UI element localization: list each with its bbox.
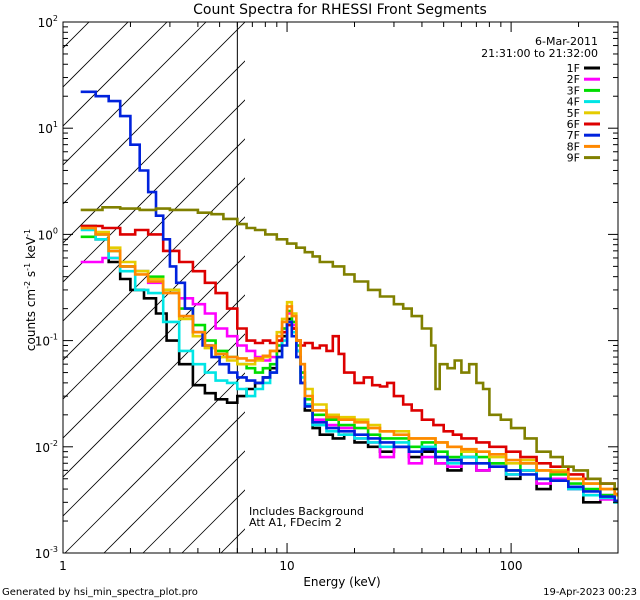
hatch-line [63,255,245,439]
hatch-line [63,333,245,517]
hatch-line [63,22,245,205]
plot-frame [62,21,619,554]
y-tick-label: 10-3 [35,545,58,561]
series-line-6F [80,224,618,491]
series-layer [80,90,618,504]
chart-time-range: 21:31:00 to 21:32:00 [481,47,598,60]
legend-label-5F: 5F [567,107,580,120]
hatch-line [0,0,119,553]
hatch-line [63,99,245,283]
hatch-line [0,0,2,553]
y-tick-label: 101 [38,120,58,136]
footer-right: 19-Apr-2023 00:23 [543,587,637,598]
chart-date: 6-Mar-2011 [535,35,598,48]
series-line-7F [80,90,618,503]
series-line-4F [80,228,618,504]
hatch-line [63,216,245,400]
hatch-line [63,294,245,478]
y-tick-label: 10-2 [35,439,58,455]
hatch-line [142,450,245,553]
hatch-line [63,22,207,166]
y-tick-labels: 10-3 10-2 10-1 100 101 102 [35,14,58,561]
legend-label-3F: 3F [567,84,580,97]
chart-title: Count Spectra for RHESSI Front Segments [193,2,487,18]
y-axis-label: counts cm-2 s-1 keV-1 [23,229,38,351]
y-tick-label: 102 [38,14,58,30]
x-tick-label: 1 [59,559,67,573]
legend-label-4F: 4F [567,96,580,109]
legend-label-7F: 7F [567,129,580,142]
y-tick-label: 10-1 [35,333,58,349]
hatch-line [64,372,245,553]
legend-label-8F: 8F [567,140,580,153]
series-line-8F [80,226,618,496]
annotation-background: Includes Background [249,505,364,518]
legend-label-2F: 2F [567,73,580,86]
legend-label-1F: 1F [567,62,580,75]
annotation-attenuator: Att A1, FDecim 2 [249,516,342,529]
legend-label-6F: 6F [567,118,580,131]
legend-label-9F: 9F [567,152,580,165]
series-line-1F [80,224,618,504]
footer-left: Generated by hsi_min_spectra_plot.pro [2,587,198,598]
hatch-line [63,22,168,127]
series-line-5F [80,226,618,497]
y-tick-label: 100 [38,226,58,242]
axis-ticks [62,22,619,554]
x-axis-label: Energy (keV) [303,575,380,589]
x-tick-labels: 1 10 100 [59,559,522,573]
x-tick-label: 10 [279,559,294,573]
hatch-line [63,22,129,88]
hatch-line [63,138,245,322]
x-tick-label: 100 [500,559,523,573]
hatch-line [103,411,245,553]
series-line-9F [80,206,618,491]
series-line-2F [80,256,618,504]
